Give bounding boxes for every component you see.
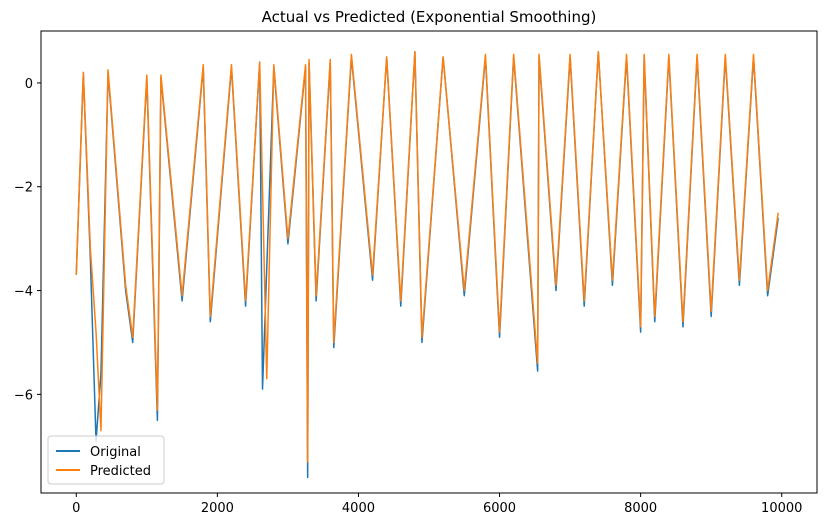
x-tick-label: 0 [72, 501, 80, 516]
x-tick-label: 8000 [624, 501, 657, 516]
legend-box [47, 435, 165, 485]
chart-title: Actual vs Predicted (Exponential Smoothi… [262, 8, 597, 26]
x-axis: 0 2000 4000 6000 8000 10000 [72, 493, 802, 516]
x-tick-label: 6000 [483, 501, 516, 516]
x-tick-label: 10000 [761, 501, 802, 516]
y-tick-label: −2 [14, 181, 33, 196]
y-tick-label: 0 [25, 77, 33, 92]
series-line-predicted [75, 51, 779, 463]
x-tick-label: 4000 [342, 501, 375, 516]
y-tick-label: −4 [14, 285, 33, 300]
x-tick-label: 2000 [201, 501, 234, 516]
y-axis: 0 −2 −4 −6 [14, 77, 41, 403]
series-layer [75, 51, 779, 479]
legend: Original Predicted [47, 435, 165, 485]
plot-frame [40, 30, 818, 494]
legend-original-label: Original [90, 445, 141, 460]
legend-predicted-label: Predicted [90, 464, 151, 479]
y-tick-label: −6 [14, 388, 33, 403]
